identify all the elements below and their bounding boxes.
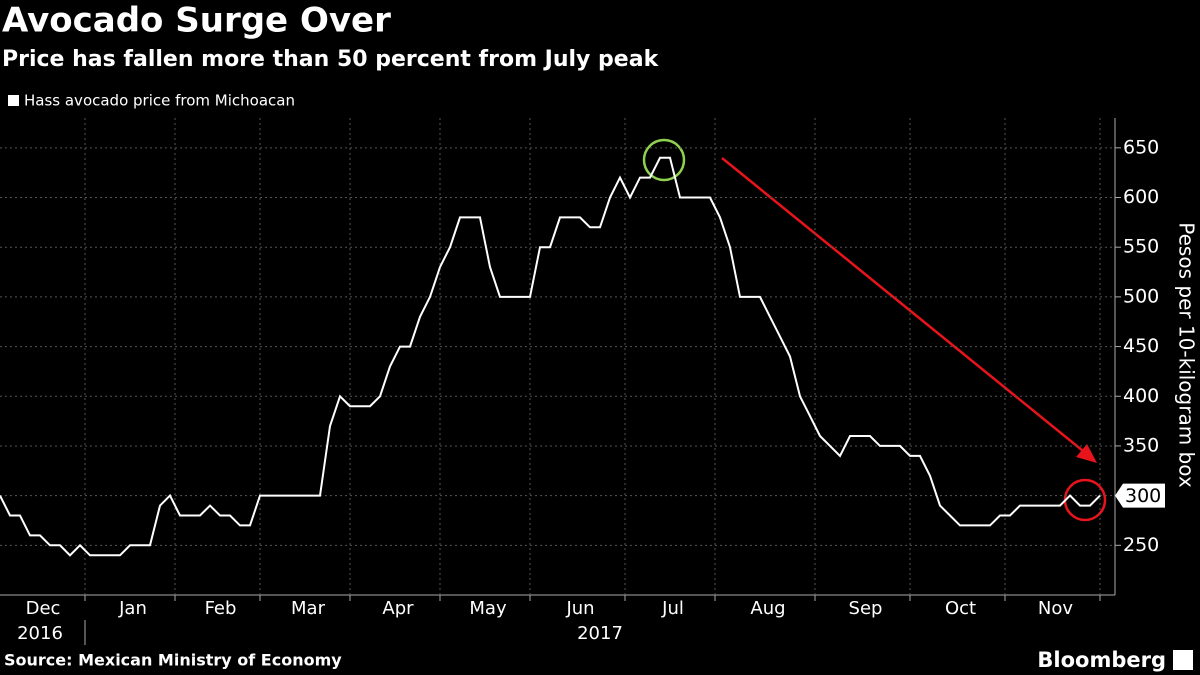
- peak-circle: [642, 138, 686, 182]
- x-tick-label: Nov: [1038, 598, 1073, 619]
- y-tick-label: 600: [1123, 186, 1159, 208]
- source: Source: Mexican Ministry of Economy: [4, 651, 342, 670]
- x-tick-label: Feb: [205, 598, 237, 619]
- last-value-label: 300: [1125, 485, 1161, 507]
- x-tick-label: Jan: [118, 598, 147, 619]
- y-tick-label: 250: [1123, 534, 1159, 556]
- y-tick-label: 350: [1123, 434, 1159, 456]
- arrow-head: [1076, 444, 1097, 463]
- y-tick-label: 400: [1123, 385, 1159, 407]
- trend-arrow: [721, 157, 1089, 456]
- chart-title: Avocado Surge Over: [2, 1, 391, 41]
- x-tick-label: Jul: [661, 598, 684, 619]
- x-tick-label: Apr: [382, 598, 414, 619]
- x-tick-label: Aug: [750, 598, 785, 619]
- x-tick-label: Mar: [291, 598, 326, 619]
- legend-swatch: [8, 95, 19, 106]
- y-tick-label: 500: [1123, 285, 1159, 307]
- x-tick-label: May: [469, 598, 507, 619]
- brand-icon: [1173, 650, 1193, 670]
- end-circle: [1063, 478, 1107, 522]
- chart-subtitle: Price has fallen more than 50 percent fr…: [2, 47, 660, 72]
- x-tick-label: Sep: [849, 598, 883, 619]
- price-line: [0, 156, 1101, 557]
- x-tick-label: Jun: [565, 598, 594, 619]
- year-label: 2017: [577, 623, 623, 644]
- y-tick-label: 450: [1123, 335, 1159, 357]
- y-axis-label: Pesos per 10-kilogram box: [1175, 222, 1199, 488]
- year-label: 2016: [17, 623, 63, 644]
- x-tick-label: Dec: [26, 598, 61, 619]
- last-value-box: [1115, 483, 1165, 508]
- y-tick-label: 650: [1123, 136, 1159, 158]
- x-tick-label: Oct: [945, 598, 976, 619]
- brand: Bloomberg: [1037, 648, 1166, 672]
- y-tick-label: 550: [1123, 236, 1159, 258]
- legend-label: Hass avocado price from Michoacan: [24, 92, 295, 110]
